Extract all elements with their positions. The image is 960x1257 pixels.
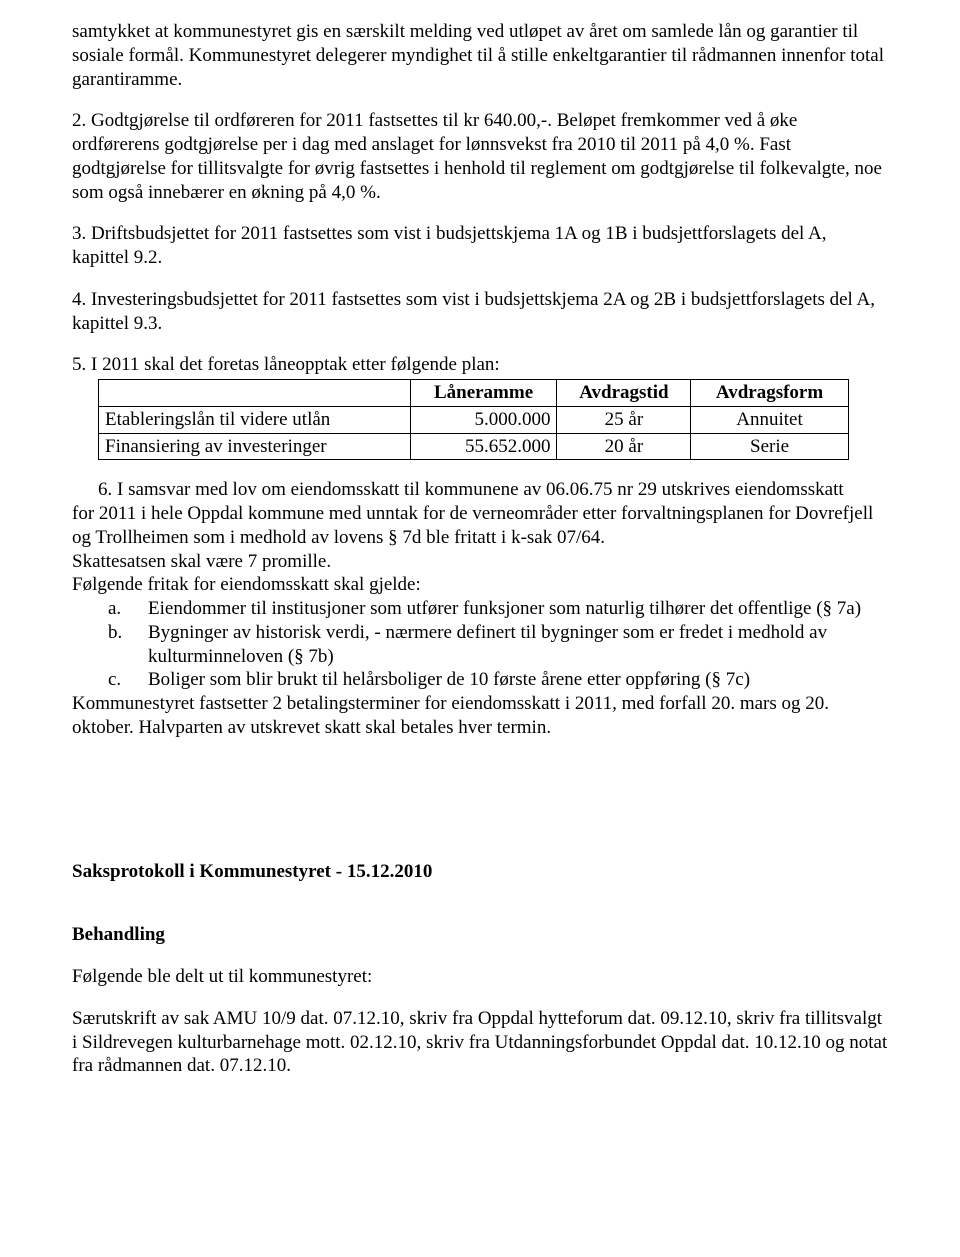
item-text: Godtgjørelse til ordføreren for 2011 fas…: [72, 110, 882, 202]
letter-list: a. Eiendommer til institusjoner som utfø…: [108, 597, 888, 692]
table-cell: 25 år: [557, 406, 691, 433]
table-header-row: Låneramme Avdragstid Avdragsform: [99, 380, 849, 407]
table-cell: Serie: [691, 433, 848, 460]
list-item-6: 6. I samsvar med lov om eiendomsskatt ti…: [72, 478, 888, 739]
table-header-empty: [99, 380, 411, 407]
item6-body1: for 2011 i hele Oppdal kommune med unnta…: [72, 502, 888, 550]
heading-behandling: Behandling: [72, 923, 888, 947]
table-row: Etableringslån til videre utlån 5.000.00…: [99, 406, 849, 433]
table-header: Avdragsform: [691, 380, 848, 407]
item6-body2: Skattesatsen skal være 7 promille.: [72, 550, 888, 574]
letter-item-a: a. Eiendommer til institusjoner som utfø…: [108, 597, 888, 621]
item-number: 3.: [72, 223, 86, 244]
table-cell: Annuitet: [691, 406, 848, 433]
intro-paragraph: samtykket at kommunestyret gis en særski…: [72, 20, 888, 91]
letter-label: c.: [108, 668, 148, 692]
behandling-line2: Særutskrift av sak AMU 10/9 dat. 07.12.1…: [72, 1007, 888, 1078]
table-header: Låneramme: [410, 380, 557, 407]
list-item-3: 3. Driftsbudsjettet for 2011 fastsettes …: [72, 222, 888, 270]
item-number: 6.: [98, 479, 112, 500]
item-text: Investeringsbudsjettet for 2011 fastsett…: [72, 289, 875, 334]
item-text: I 2011 skal det foretas låneopptak etter…: [91, 354, 500, 375]
table-header: Avdragstid: [557, 380, 691, 407]
item-number: 4.: [72, 289, 86, 310]
list-item-4: 4. Investeringsbudsjettet for 2011 fasts…: [72, 288, 888, 336]
table-cell: Etableringslån til videre utlån: [99, 406, 411, 433]
item-number: 2.: [72, 110, 86, 131]
letter-label: b.: [108, 621, 148, 669]
item-number: 5.: [72, 354, 86, 375]
heading-saksprotokoll: Saksprotokoll i Kommunestyret - 15.12.20…: [72, 860, 888, 884]
item6-lead-text: I samsvar med lov om eiendomsskatt til k…: [117, 479, 844, 500]
letter-text: Bygninger av historisk verdi, - nærmere …: [148, 621, 888, 669]
table-cell: 20 år: [557, 433, 691, 460]
item6-lead-line: 6. I samsvar med lov om eiendomsskatt ti…: [98, 478, 888, 502]
table-row: Finansiering av investeringer 55.652.000…: [99, 433, 849, 460]
table-cell: 55.652.000: [410, 433, 557, 460]
letter-item-b: b. Bygninger av historisk verdi, - nærme…: [108, 621, 888, 669]
behandling-line1: Følgende ble delt ut til kommunestyret:: [72, 965, 888, 989]
list-item-5: 5. I 2011 skal det foretas låneopptak et…: [72, 353, 888, 377]
letter-text: Eiendommer til institusjoner som utfører…: [148, 597, 888, 621]
item6-body3: Følgende fritak for eiendomsskatt skal g…: [72, 573, 888, 597]
table-cell: Finansiering av investeringer: [99, 433, 411, 460]
letter-text: Boliger som blir brukt til helårsboliger…: [148, 668, 888, 692]
loan-table: Låneramme Avdragstid Avdragsform Etabler…: [98, 379, 849, 460]
item-text: Driftsbudsjettet for 2011 fastsettes som…: [72, 223, 826, 268]
item6-tail: Kommunestyret fastsetter 2 betalingsterm…: [72, 692, 888, 740]
letter-item-c: c. Boliger som blir brukt til helårsboli…: [108, 668, 888, 692]
list-item-2: 2. Godtgjørelse til ordføreren for 2011 …: [72, 109, 888, 204]
table-cell: 5.000.000: [410, 406, 557, 433]
letter-label: a.: [108, 597, 148, 621]
